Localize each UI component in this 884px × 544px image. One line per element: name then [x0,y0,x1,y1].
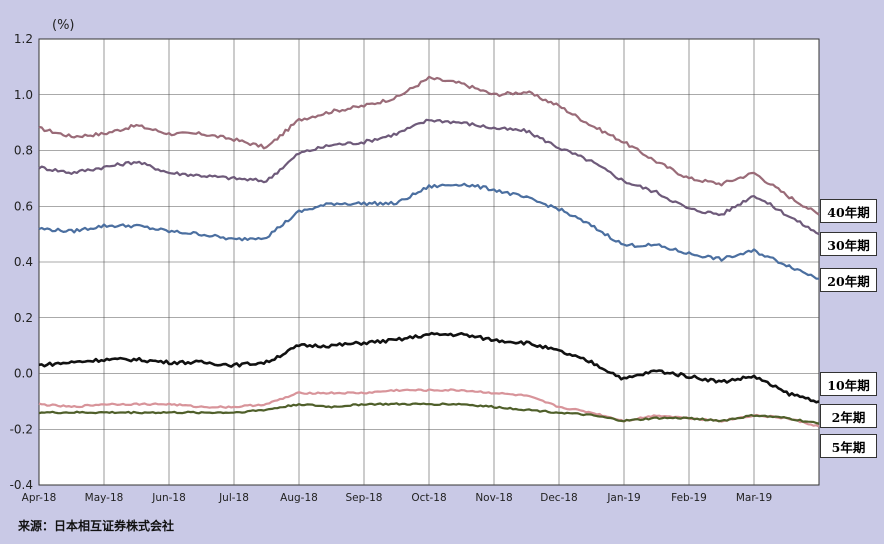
x-tick-label: Aug-18 [280,492,318,504]
y-tick-label: -0.2 [10,422,33,436]
legend-5y: 5年期 [820,434,877,458]
y-tick-label: 0.6 [14,199,33,213]
y-tick-label: 0.8 [14,144,33,158]
y-tick-label: 0.2 [14,311,33,325]
y-tick-label: -0.4 [10,478,33,492]
series-line-40年期 [38,75,820,216]
legend-2y: 2年期 [820,404,877,428]
legend-40y: 40年期 [820,199,877,223]
legend-20y: 20年期 [820,268,877,292]
x-tick-label: Dec-18 [540,492,577,504]
y-tick-label: 0.0 [14,367,33,381]
x-tick-label: Jun-18 [151,492,186,504]
x-tick-label: Jan-19 [606,492,640,504]
source-note: 来源：日本相互证券株式会社 [18,519,175,533]
y-axis-unit: (%) [52,18,75,33]
x-tick-label: Nov-18 [475,492,512,504]
series-line-10年期 [38,331,820,404]
series-line-30年期 [38,118,820,236]
legend-30y: 30年期 [820,232,877,256]
x-tick-label: Oct-18 [411,492,446,504]
x-tick-label: Jul-18 [218,492,249,504]
x-tick-label: Apr-18 [22,492,57,504]
series-line-20年期 [38,182,820,280]
x-tick-label: Mar-19 [736,492,772,504]
y-tick-label: 0.4 [14,255,33,269]
x-tick-label: Sep-18 [346,492,383,504]
y-tick-label: 1.2 [14,32,33,46]
y-tick-label: 1.0 [14,88,33,102]
x-tick-label: May-18 [85,492,124,504]
x-tick-label: Feb-19 [671,492,707,504]
legend-10y: 10年期 [820,372,877,396]
series-line-5年期 [38,402,820,425]
